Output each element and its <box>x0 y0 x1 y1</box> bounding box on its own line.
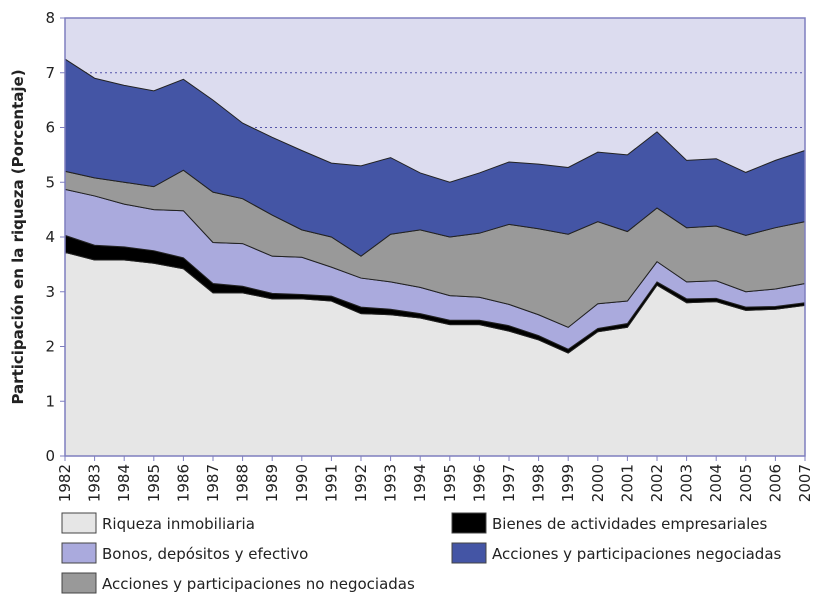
x-tick-label: 1982 <box>56 464 74 502</box>
x-tick-label: 2005 <box>737 464 755 502</box>
x-tick-label: 1986 <box>174 464 192 502</box>
legend-label: Acciones y participaciones negociadas <box>492 545 782 563</box>
x-tick-label: 1989 <box>263 464 281 502</box>
legend-swatch <box>61 512 97 534</box>
legend-swatch <box>61 542 97 564</box>
y-axis-label: Participación en la riqueza (Porcentaje) <box>9 69 27 404</box>
x-tick-label: 1999 <box>559 464 577 502</box>
x-tick-label: 2000 <box>589 464 607 502</box>
legend-swatch <box>61 572 97 594</box>
x-tick-label: 1985 <box>145 464 163 502</box>
x-tick-label: 1991 <box>322 464 340 502</box>
y-tick-label: 8 <box>45 9 55 27</box>
x-tick-label: 2001 <box>618 464 636 502</box>
x-tick-label: 2003 <box>678 464 696 502</box>
y-tick-label: 1 <box>45 392 55 410</box>
x-tick-label: 2007 <box>796 464 814 502</box>
legend-label: Acciones y participaciones no negociadas <box>102 575 415 593</box>
y-tick-label: 5 <box>45 173 55 191</box>
legend-swatch <box>451 542 487 564</box>
y-tick-label: 6 <box>45 119 55 137</box>
x-tick-label: 1984 <box>115 464 133 502</box>
y-tick-label: 7 <box>45 64 55 82</box>
x-tick-label: 1992 <box>352 464 370 502</box>
legend-label: Riqueza inmobiliaria <box>102 515 255 533</box>
y-tick-label: 2 <box>45 338 55 356</box>
x-tick-label: 1996 <box>470 464 488 502</box>
x-tick-label: 1995 <box>441 464 459 502</box>
x-tick-label: 2004 <box>707 464 725 502</box>
x-tick-label: 1983 <box>86 464 104 502</box>
x-tick-label: 2002 <box>648 464 666 502</box>
legend-label: Bienes de actividades empresariales <box>492 515 767 533</box>
y-tick-label: 0 <box>45 447 55 465</box>
legend-label: Bonos, depósitos y efectivo <box>102 545 308 563</box>
x-tick-label: 2006 <box>766 464 784 502</box>
x-tick-label: 1987 <box>204 464 222 502</box>
x-tick-label: 1994 <box>411 464 429 502</box>
x-tick-label: 1998 <box>530 464 548 502</box>
x-tick-label: 1990 <box>293 464 311 502</box>
legend-swatch <box>451 512 487 534</box>
x-tick-label: 1988 <box>234 464 252 502</box>
y-tick-label: 4 <box>45 228 55 246</box>
x-tick-label: 1993 <box>382 464 400 502</box>
y-tick-label: 3 <box>45 283 55 301</box>
x-tick-label: 1997 <box>500 464 518 502</box>
